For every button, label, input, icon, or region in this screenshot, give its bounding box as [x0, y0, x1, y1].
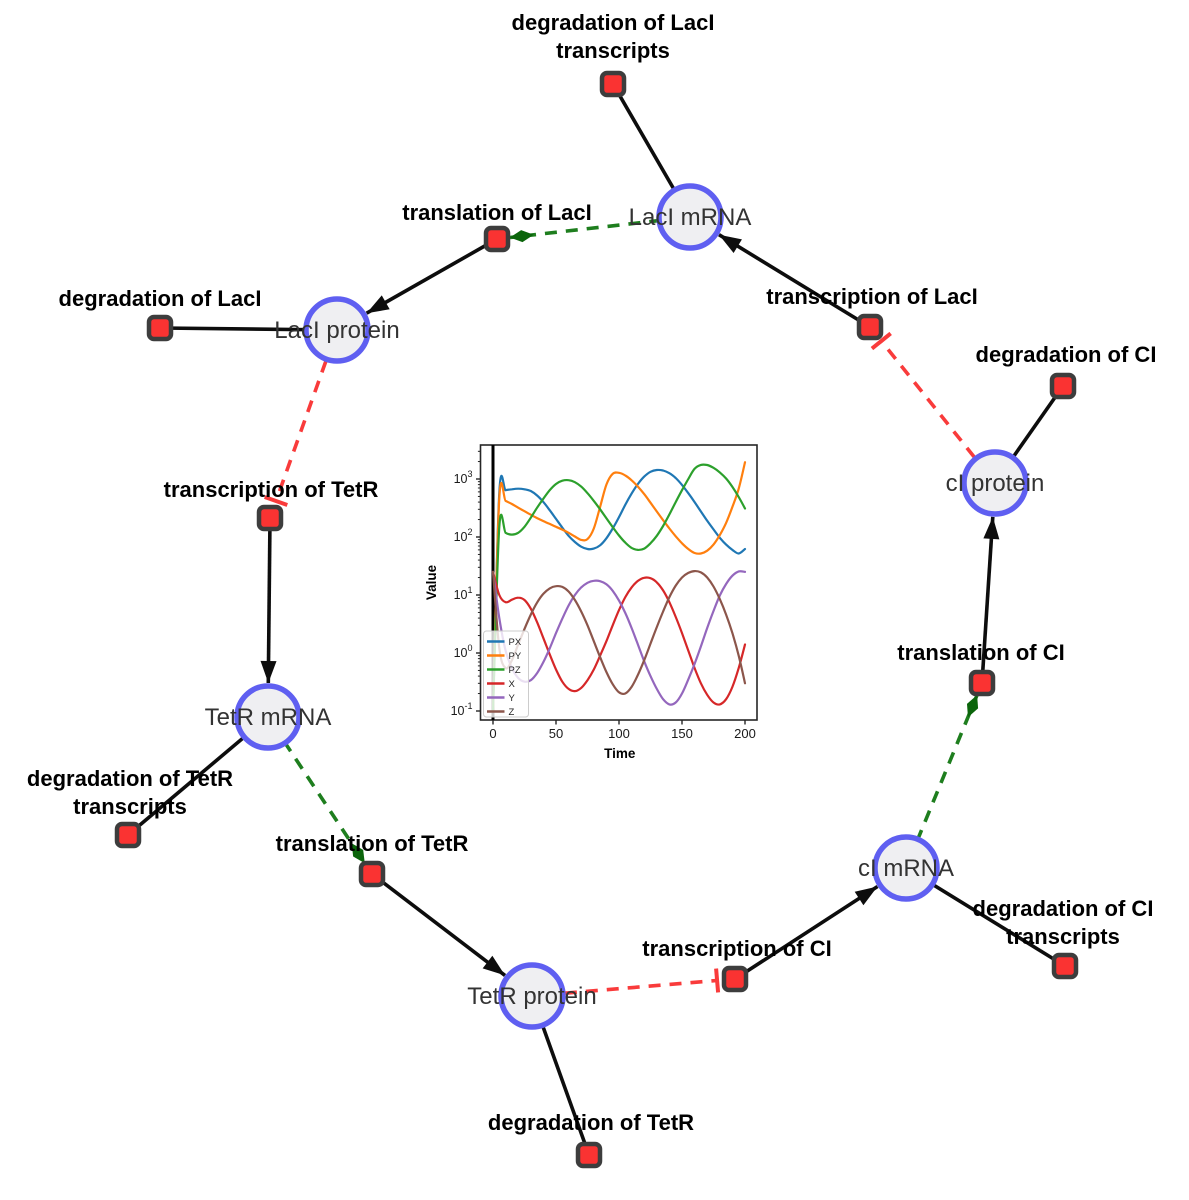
- reaction-node-deg-ci-tx[interactable]: [1051, 952, 1079, 980]
- species-node-laci-mrna[interactable]: [656, 183, 724, 251]
- chart-xtick-label: 150: [671, 726, 693, 741]
- edge-product-transl-tetr-tetr-protein: [370, 872, 507, 977]
- chart-xtick-label: 0: [489, 726, 496, 741]
- reaction-label-deg-ci-tx-line1: degradation of CI: [973, 896, 1154, 921]
- reaction-nodes-layer: [114, 70, 1079, 1169]
- reaction-label-transl-ci: translation of CI: [897, 640, 1064, 665]
- species-node-ci-protein[interactable]: [961, 449, 1029, 517]
- chart-legend-label-Y: Y: [509, 693, 516, 704]
- reaction-label-transl-tetr: translation of TetR: [276, 831, 469, 856]
- chart-series-PX: [491, 468, 747, 713]
- chart-ytick-label: 103: [454, 469, 473, 486]
- reaction-label-txn-ci: transcription of CI: [642, 936, 831, 961]
- edge-inhibitor-laci-protein-txn-tetr: [264, 360, 328, 507]
- edge-product-transl-laci-laci-protein: [365, 237, 498, 315]
- reaction-label-txn-laci: transcription of LacI: [766, 284, 977, 309]
- chart-legend-box: [483, 630, 529, 718]
- reaction-node-deg-laci[interactable]: [146, 314, 174, 342]
- chart-ytick-label: 101: [454, 585, 473, 602]
- chart-legend-label-X: X: [509, 679, 516, 690]
- chart-curves: [491, 461, 747, 713]
- species-node-tetr-protein[interactable]: [498, 962, 566, 1030]
- chart-legend: PX PY PZ XYZ: [483, 630, 529, 718]
- chart-y-axis-label: Value: [424, 564, 439, 600]
- reaction-label-txn-tetr: transcription of TetR: [164, 477, 379, 502]
- edge-product-transl-ci-ci-protein: [980, 516, 1000, 684]
- chart-series-PY: [491, 461, 747, 713]
- reaction-node-transl-laci[interactable]: [483, 225, 511, 253]
- reaction-node-txn-ci[interactable]: [721, 965, 749, 993]
- edge-modifier-laci-mrna-transl-laci: [509, 218, 662, 243]
- chart-xtick-label: 100: [608, 726, 630, 741]
- species-label-ci-mrna: cI mRNA: [858, 855, 954, 882]
- species-node-tetr-mrna[interactable]: [234, 683, 302, 751]
- reaction-node-transl-ci[interactable]: [968, 669, 996, 697]
- chart-xtick-label: 50: [549, 726, 563, 741]
- edge-product-txn-ci-ci-mrna: [734, 884, 879, 981]
- chart-x-axis-label: Time: [604, 746, 636, 761]
- chart-legend-label-PY: PY: [509, 651, 522, 662]
- chart-legend-label-PX: PX: [509, 637, 522, 648]
- chart-series-Y: [491, 570, 747, 706]
- species-label-tetr-protein: TetR protein: [467, 983, 596, 1010]
- reaction-label-deg-ci: degradation of CI: [976, 342, 1157, 367]
- chart-ytick-label: 100: [454, 643, 473, 660]
- chart-series-Z: [491, 569, 747, 696]
- reaction-label-deg-laci: degradation of LacI: [59, 286, 262, 311]
- labels-layer: LacI mRNA LacI protein TetR mRNA TetR prote…: [27, 10, 1157, 1135]
- reaction-label-transl-laci: translation of LacI: [402, 200, 591, 225]
- inset-chart: 0 50 100 150 20010-1100101102103TimeValuePXP…: [424, 444, 758, 761]
- reaction-label-deg-laci-tx-line2: transcripts: [556, 38, 670, 63]
- reaction-node-txn-tetr[interactable]: [256, 504, 284, 532]
- chart-legend-label-PZ: PZ: [509, 665, 521, 676]
- edges-layer: [126, 83, 1066, 1156]
- chart-ytick-label: 10-1: [451, 701, 473, 718]
- species-label-tetr-mrna: TetR mRNA: [205, 704, 332, 731]
- species-node-ci-mrna[interactable]: [872, 834, 940, 902]
- edge-product-txn-tetr-tetr-mrna: [260, 517, 277, 684]
- chart-series-X: [491, 570, 747, 706]
- reaction-node-transl-tetr[interactable]: [358, 860, 386, 888]
- chart-series-PZ: [491, 463, 747, 713]
- reaction-node-deg-ci[interactable]: [1049, 372, 1077, 400]
- reaction-node-deg-laci-tx[interactable]: [599, 70, 627, 98]
- chart-legend-label-Z: Z: [509, 707, 515, 718]
- edge-inhibitor-tetr-protein-txn-ci: [564, 968, 721, 995]
- reaction-node-txn-laci[interactable]: [856, 313, 884, 341]
- reaction-label-deg-tetr-tx-line1: degradation of TetR: [27, 766, 233, 791]
- species-label-laci-protein: LacI protein: [274, 317, 399, 344]
- edge-modifier-ci-mrna-transl-ci: [915, 694, 979, 842]
- chart-ytick-label: 102: [454, 527, 473, 544]
- reaction-label-deg-laci-tx-line1: degradation of LacI: [512, 10, 715, 35]
- species-node-laci-protein[interactable]: [303, 296, 371, 364]
- reaction-node-deg-tetr[interactable]: [575, 1141, 603, 1169]
- reaction-node-deg-tetr-tx[interactable]: [114, 821, 142, 849]
- reaction-label-deg-tetr: degradation of TetR: [488, 1110, 694, 1135]
- reaction-label-deg-ci-tx-line2: transcripts: [1006, 924, 1120, 949]
- species-label-ci-protein: cI protein: [946, 470, 1045, 497]
- edge-modifier-tetr-mrna-transl-tetr: [282, 740, 367, 865]
- reaction-label-deg-tetr-tx-line2: transcripts: [73, 794, 187, 819]
- chart-xtick-label: 200: [734, 726, 756, 741]
- species-nodes-layer: [234, 183, 1029, 1030]
- species-label-laci-mrna: LacI mRNA: [629, 204, 752, 231]
- edge-inhibitor-ci-protein-txn-laci: [870, 331, 976, 459]
- edge-product-txn-laci-laci-mrna: [718, 233, 871, 329]
